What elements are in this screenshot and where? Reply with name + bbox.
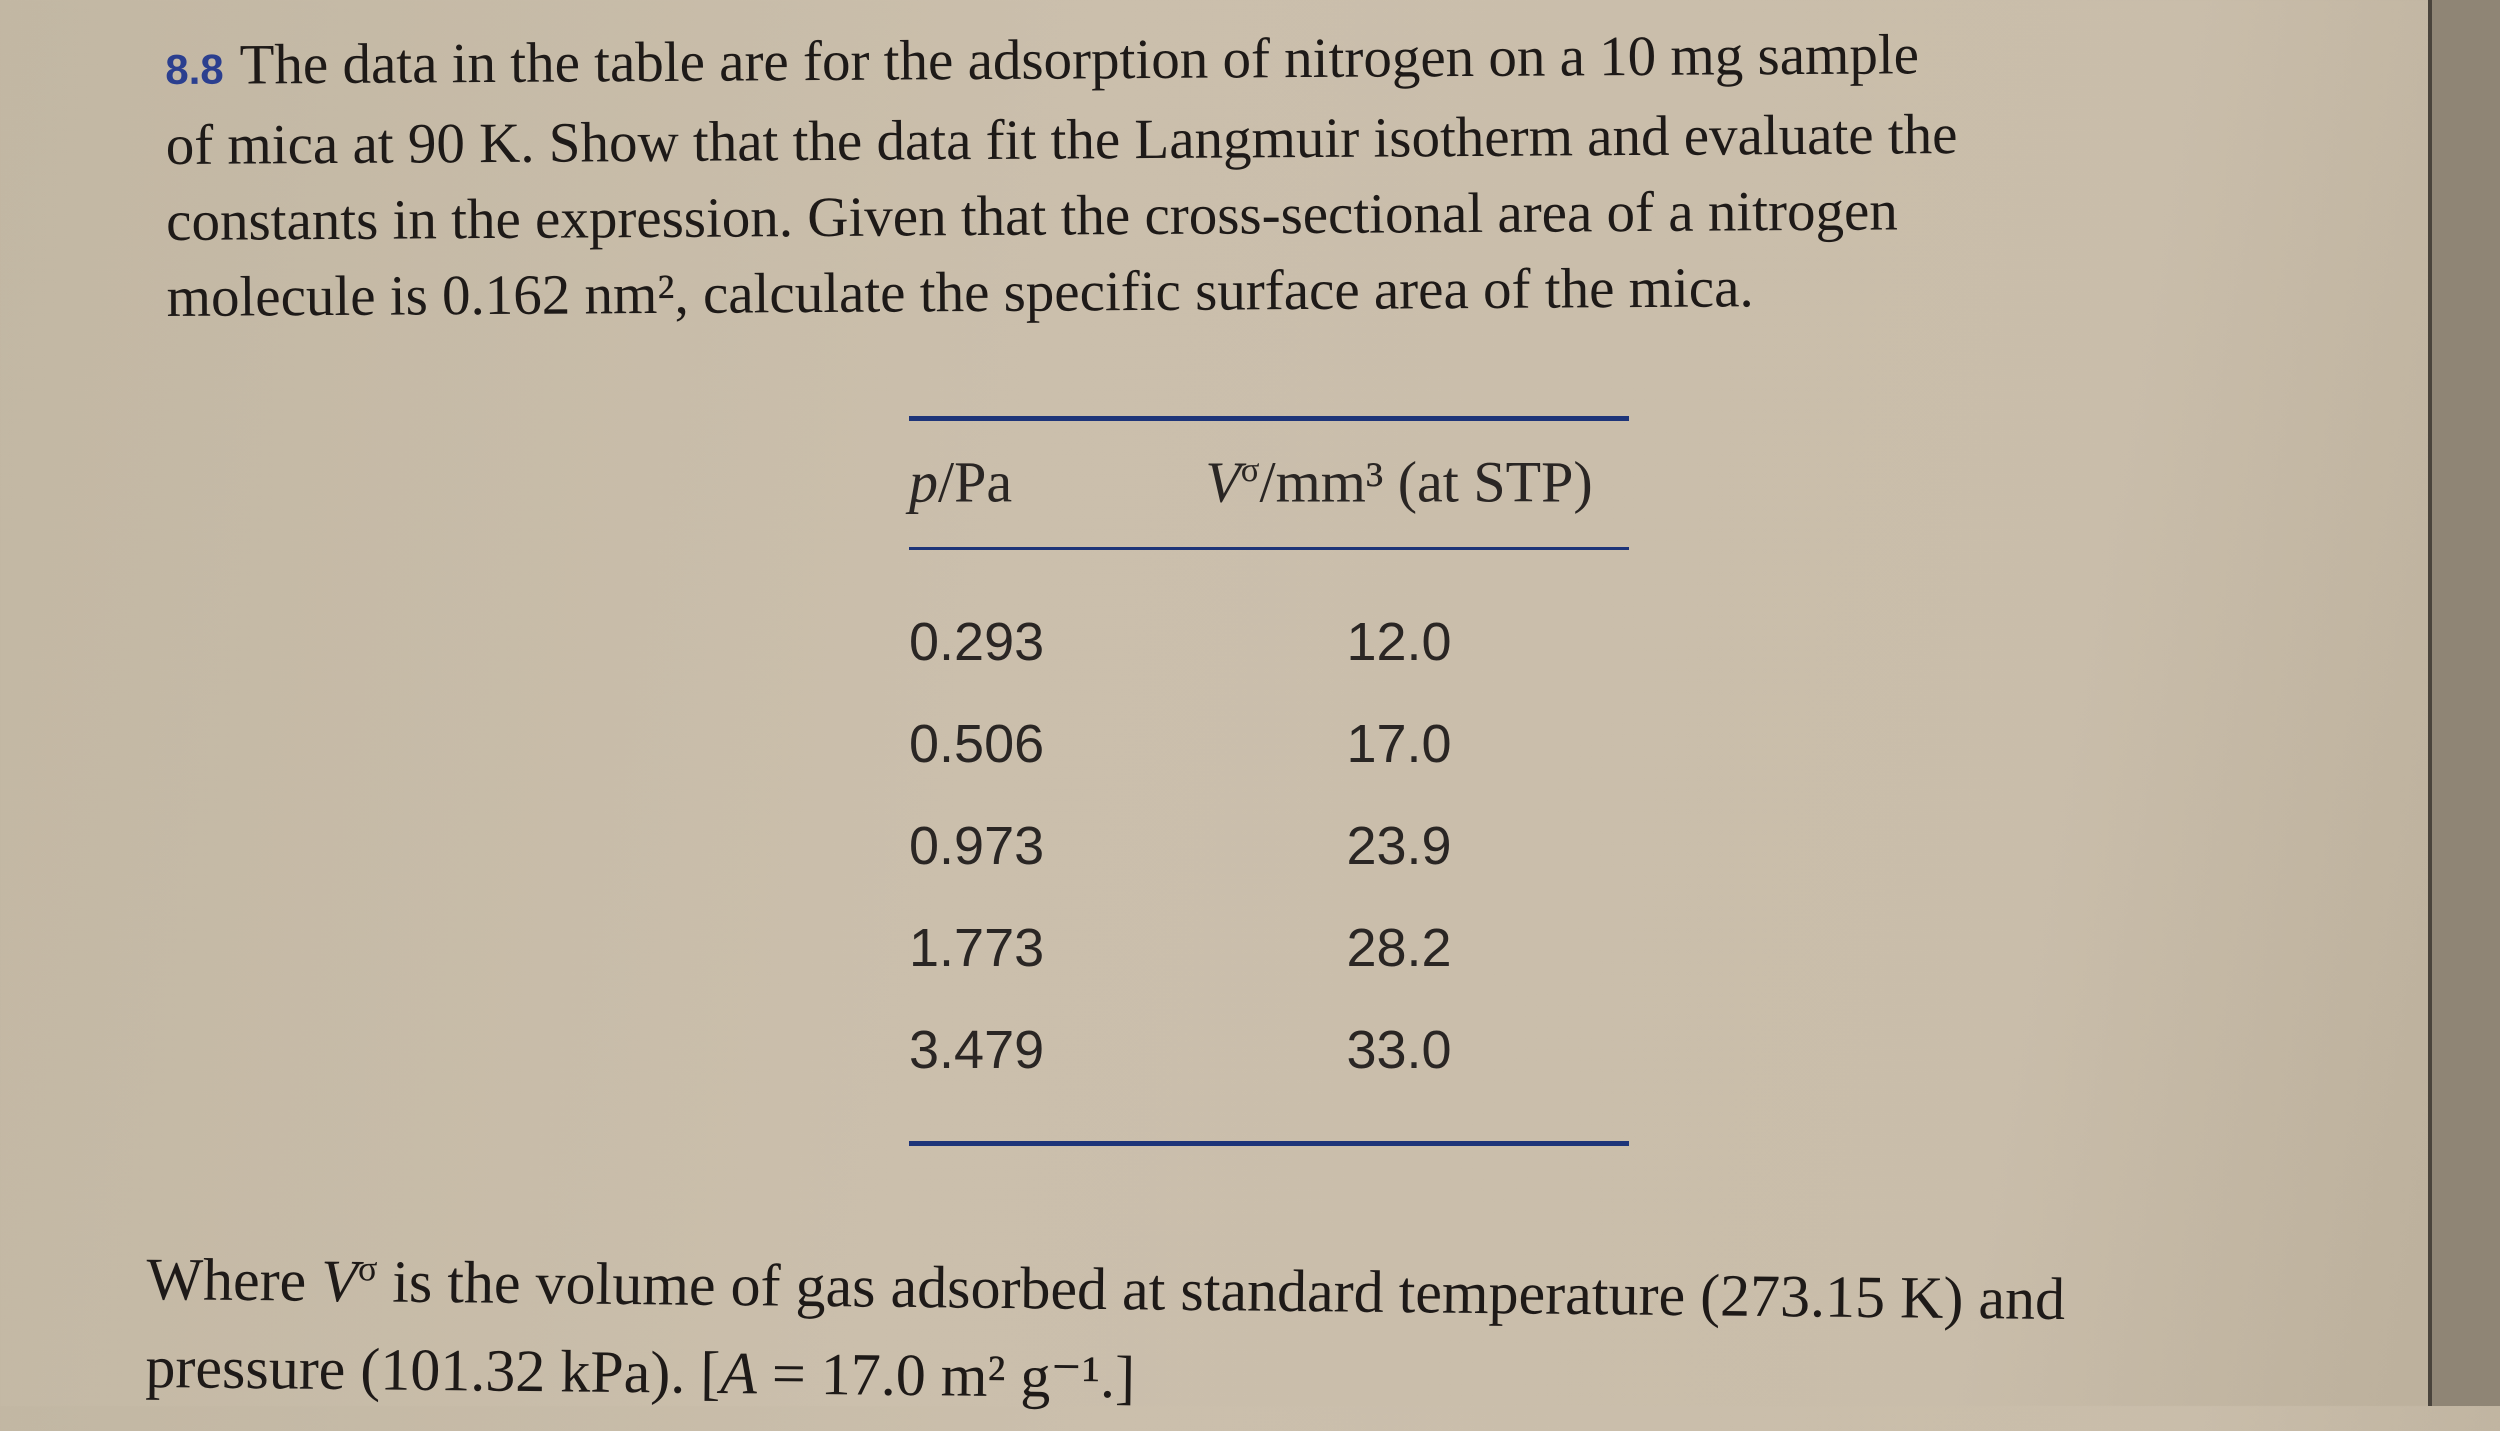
table-cell: 17.0	[1346, 714, 1452, 774]
table-cell: 0.973	[909, 816, 1045, 876]
header-symbol: V	[1205, 449, 1241, 515]
table-rule	[909, 416, 1629, 421]
note-text: Where	[146, 1245, 322, 1314]
table-cell: 23.9	[1346, 816, 1452, 876]
table-cell: 28.2	[1346, 918, 1452, 978]
table-cell: 0.293	[909, 612, 1045, 672]
note-superscript: σ	[357, 1248, 378, 1289]
note-text: pressure (101.32 kPa). [	[145, 1333, 721, 1407]
table-cell: 3.479	[909, 1020, 1045, 1080]
header-symbol: p	[909, 449, 938, 515]
note: Where Vσ is the volume of gas adsorbed a…	[145, 1222, 2066, 1431]
problem: 8.8 The data in the table are for the ads…	[165, 15, 2317, 336]
note-line: Where Vσ is the volume of gas adsorbed a…	[146, 1222, 2066, 1343]
table-cell: 0.506	[909, 714, 1045, 774]
note-text: is the volume of gas adsorbed at standar…	[376, 1248, 2066, 1333]
table-rule	[909, 547, 1629, 550]
page-edge	[2428, 0, 2500, 1406]
header-superscript: σ	[1240, 450, 1260, 490]
table-cell: 33.0	[1346, 1020, 1452, 1080]
header-unit: /mm³ (at STP)	[1259, 449, 1593, 515]
problem-line: molecule is 0.162 nm², calculate the spe…	[166, 256, 1754, 329]
column-header: Vσ/mm³ (at STP)	[1149, 449, 1649, 516]
problem-number: 8.8	[165, 45, 224, 93]
table-cell: 1.773	[909, 918, 1045, 978]
note-text: = 17.0 m² g⁻¹.]	[756, 1340, 1136, 1411]
problem-line: 8.8 The data in the table are for the ads…	[165, 15, 2315, 108]
problem-line: constants in the expression. Given that …	[165, 179, 1898, 253]
table-cell: 12.0	[1346, 612, 1452, 672]
note-symbol: A	[719, 1340, 758, 1407]
problem-text: The data in the table are for the adsorp…	[239, 23, 1920, 97]
table-rule	[909, 1141, 1629, 1146]
problem-line: of mica at 90 K. Show that the data fit …	[165, 103, 1958, 177]
note-symbol: V	[320, 1247, 359, 1315]
header-unit: /Pa	[938, 449, 1013, 515]
column-header: p/Pa	[909, 449, 1012, 516]
